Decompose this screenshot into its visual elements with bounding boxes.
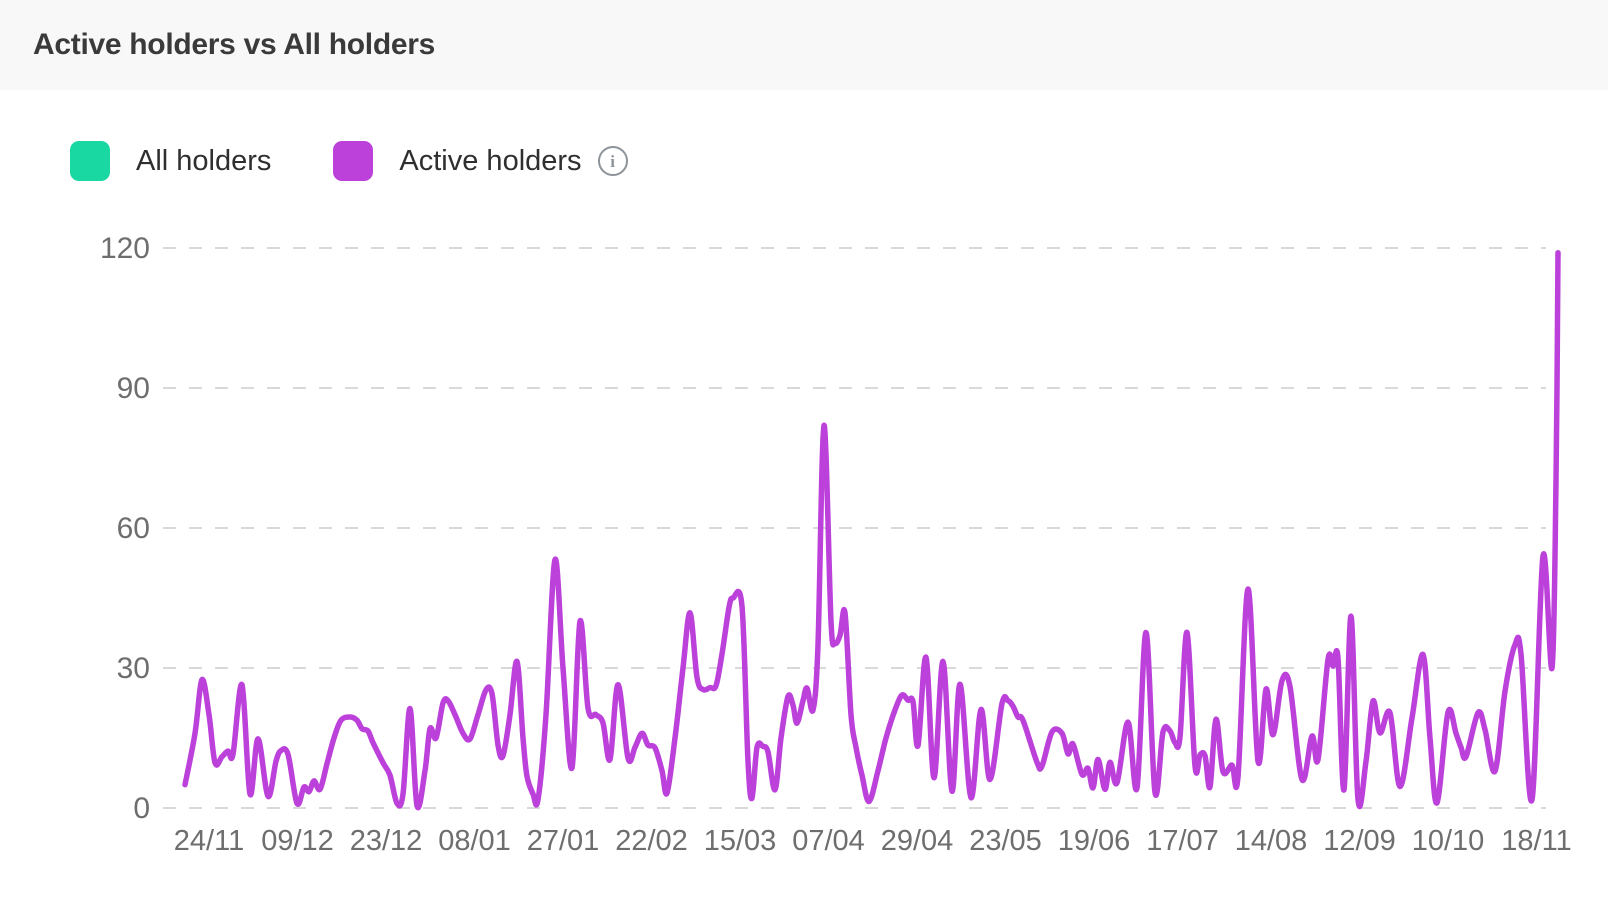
- legend-label-active-holders: Active holders: [399, 144, 582, 177]
- x-axis-tick-label: 08/01: [438, 825, 511, 857]
- chart-header: Active holders vs All holders: [0, 0, 1608, 90]
- active-holders-line: [182, 249, 1561, 811]
- all-holders-swatch-icon: [70, 141, 110, 181]
- x-axis-tick-label: 23/12: [350, 825, 423, 857]
- legend-label-all-holders: All holders: [136, 144, 272, 177]
- x-axis-tick-label: 22/02: [615, 825, 688, 857]
- y-axis-tick-label: 90: [117, 372, 150, 405]
- x-axis-tick-label: 15/03: [704, 825, 777, 857]
- x-axis-tick-label: 27/01: [527, 825, 600, 857]
- x-axis-tick-label: 19/06: [1058, 825, 1131, 857]
- y-axis-tick-label: 60: [117, 512, 150, 545]
- x-axis-tick-label: 07/04: [792, 825, 865, 857]
- y-axis-tick-label: 0: [133, 792, 150, 825]
- x-axis-tick-label: 10/10: [1412, 825, 1485, 857]
- x-axis-tick-label: 29/04: [881, 825, 954, 857]
- legend-item-active-holders[interactable]: Active holders i: [333, 141, 628, 181]
- x-axis-tick-label: 12/09: [1323, 825, 1396, 857]
- info-icon[interactable]: i: [597, 146, 628, 176]
- legend-item-all-holders[interactable]: All holders: [70, 141, 271, 181]
- y-axis-tick-label: 30: [117, 652, 150, 685]
- page-title: Active holders vs All holders: [33, 28, 435, 61]
- x-axis-tick-label: 14/08: [1235, 825, 1308, 857]
- chart-legend: All holders Active holders i: [70, 141, 628, 181]
- x-axis-tick-label: 23/05: [969, 825, 1042, 857]
- active-holders-swatch-icon: [333, 141, 374, 181]
- x-axis-tick-label: 09/12: [261, 825, 334, 857]
- x-axis-tick-label: 24/11: [174, 825, 244, 857]
- x-axis-tick-label: 18/11: [1501, 825, 1571, 857]
- x-axis-tick-label: 17/07: [1146, 825, 1219, 857]
- y-axis-tick-label: 120: [100, 232, 150, 265]
